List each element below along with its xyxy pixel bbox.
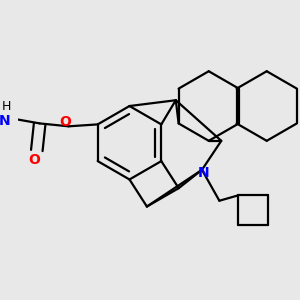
Text: H: H bbox=[2, 100, 11, 113]
Text: O: O bbox=[59, 116, 71, 130]
Text: O: O bbox=[28, 153, 40, 167]
Text: N: N bbox=[198, 166, 210, 180]
Text: N: N bbox=[0, 113, 11, 128]
